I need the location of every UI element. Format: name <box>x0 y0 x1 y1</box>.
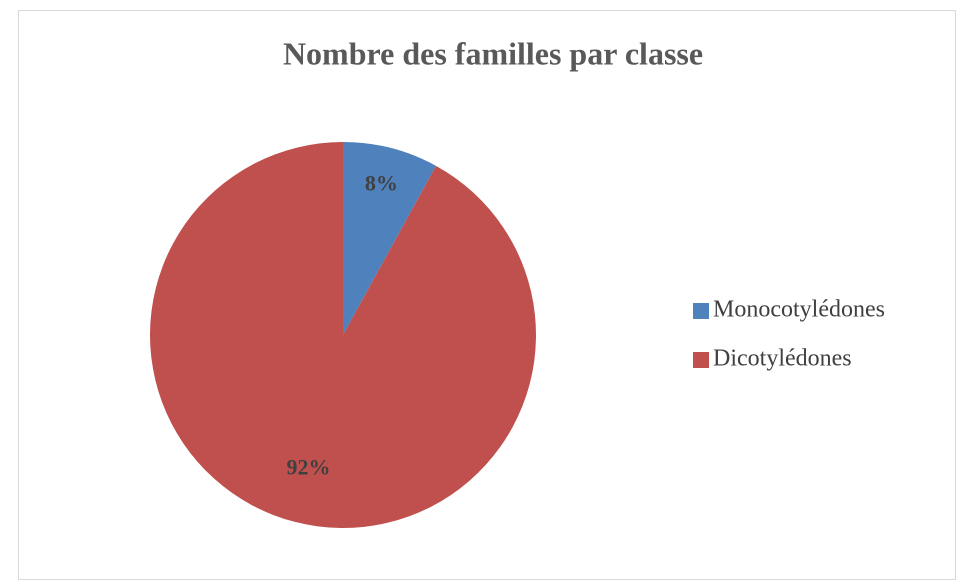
legend-swatch <box>693 303 709 319</box>
data-label: 8% <box>365 170 398 195</box>
pie-slice <box>343 142 436 335</box>
pie-slice <box>149 142 536 528</box>
legend-label: Monocotylédones <box>713 297 885 323</box>
chart-title: Nombre des familles par classe <box>283 35 703 71</box>
legend-label: Dicotylédones <box>713 346 852 372</box>
data-label: 92% <box>286 455 330 480</box>
legend-swatch <box>693 352 709 368</box>
